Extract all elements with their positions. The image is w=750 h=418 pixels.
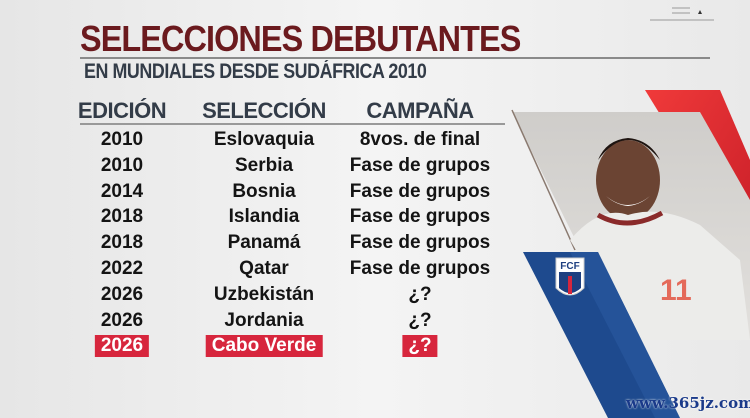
- subtitle: EN MUNDIALES DESDE SUDÁFRICA 2010: [84, 60, 427, 83]
- cell-edition: 2014: [100, 180, 144, 202]
- cell-team: Jordania: [224, 309, 304, 331]
- cell-team: Panamá: [227, 232, 301, 254]
- column-header-edicion: EDICIÓN: [77, 98, 167, 123]
- cell-team: Bosnia: [232, 180, 296, 202]
- cell-campaign: Fase de grupos: [349, 206, 491, 228]
- broadcast-logo-mark: [650, 7, 714, 21]
- cell-team: Serbia: [234, 154, 294, 176]
- cell-edition: 2026: [100, 283, 144, 305]
- cell-campaign: ¿?: [402, 335, 438, 358]
- page-title: SELECCIONES DEBUTANTES: [80, 18, 521, 59]
- cell-edition: 2010: [100, 154, 144, 176]
- jersey-number: 11: [660, 274, 692, 307]
- cell-team: Uzbekistán: [213, 283, 315, 305]
- cell-campaign: Fase de grupos: [349, 180, 491, 202]
- cell-campaign: ¿?: [408, 283, 432, 305]
- player-head: [596, 140, 660, 220]
- cell-edition: 2026: [100, 309, 144, 331]
- cell-team: Qatar: [239, 258, 289, 279]
- cell-team: Cabo Verde: [205, 335, 323, 358]
- svg-text:FCF: FCF: [560, 261, 579, 272]
- cell-campaign: Fase de grupos: [349, 154, 491, 176]
- column-header-campana: CAMPAÑA: [366, 98, 474, 123]
- cell-campaign: ¿?: [408, 309, 432, 331]
- cell-campaign: 8vos. de final: [359, 129, 481, 150]
- cell-edition: 2022: [100, 258, 144, 279]
- cell-campaign: Fase de grupos: [349, 258, 491, 279]
- title-divider: [80, 57, 710, 59]
- cell-edition: 2010: [100, 129, 144, 150]
- column-header-seleccion: SELECCIÓN: [202, 98, 326, 123]
- cell-team: Islandia: [228, 206, 300, 228]
- header-divider: [80, 123, 505, 125]
- cell-campaign: Fase de grupos: [349, 232, 491, 254]
- watermark: www.365jz.com: [626, 394, 750, 412]
- cell-edition: 2018: [100, 232, 144, 254]
- cell-edition: 2018: [100, 206, 144, 228]
- cell-edition: 2026: [94, 335, 150, 358]
- cell-team: Eslovaquia: [213, 129, 315, 150]
